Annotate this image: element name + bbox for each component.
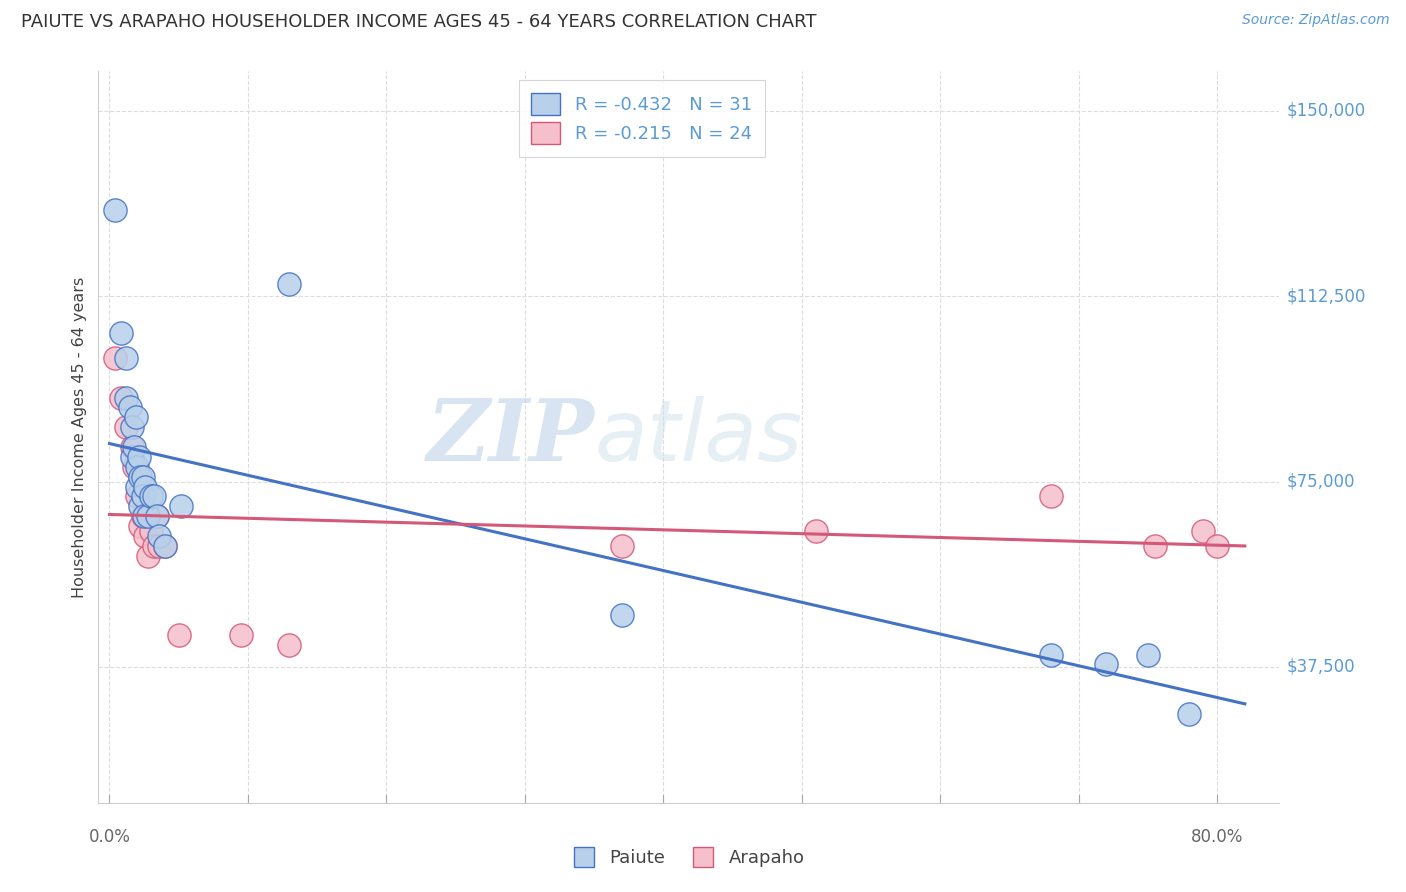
Point: [278, 638, 301, 652]
Point: [1095, 657, 1118, 672]
Point: [804, 524, 827, 538]
Point: [139, 524, 162, 538]
Point: [132, 509, 155, 524]
Point: [1192, 524, 1215, 538]
Point: [121, 450, 143, 464]
Point: [124, 440, 146, 454]
Point: [125, 410, 148, 425]
Point: [104, 202, 127, 217]
Point: [136, 549, 159, 563]
Text: $150,000: $150,000: [1286, 102, 1365, 120]
Point: [278, 277, 301, 291]
Text: 0.0%: 0.0%: [89, 828, 131, 846]
Text: $112,500: $112,500: [1286, 287, 1365, 305]
Point: [129, 519, 152, 533]
Point: [134, 479, 156, 493]
Point: [1136, 648, 1159, 662]
Legend: Paiute, Arapaho: Paiute, Arapaho: [567, 842, 811, 874]
Point: [127, 479, 149, 493]
Text: 80.0%: 80.0%: [1191, 828, 1243, 846]
Point: [153, 539, 176, 553]
Point: [115, 351, 138, 365]
Point: [153, 539, 176, 553]
Y-axis label: Householder Income Ages 45 - 64 years: Householder Income Ages 45 - 64 years: [72, 277, 87, 598]
Point: [1143, 539, 1166, 553]
Text: $75,000: $75,000: [1286, 473, 1355, 491]
Point: [139, 489, 162, 503]
Point: [127, 459, 149, 474]
Point: [1178, 706, 1201, 721]
Point: [110, 326, 132, 341]
Point: [610, 539, 633, 553]
Point: [134, 529, 156, 543]
Point: [127, 489, 149, 503]
Text: atlas: atlas: [595, 395, 803, 479]
Point: [124, 459, 146, 474]
Text: Source: ZipAtlas.com: Source: ZipAtlas.com: [1241, 13, 1389, 28]
Point: [121, 440, 143, 454]
Point: [1040, 489, 1063, 503]
Text: $37,500: $37,500: [1286, 658, 1355, 676]
Point: [136, 509, 159, 524]
Point: [1040, 648, 1063, 662]
Point: [148, 529, 170, 543]
Point: [148, 539, 170, 553]
Point: [115, 420, 138, 434]
Text: ZIP: ZIP: [426, 395, 595, 479]
Point: [120, 401, 142, 415]
Point: [229, 628, 252, 642]
Point: [142, 489, 165, 503]
Point: [110, 391, 132, 405]
Point: [115, 391, 138, 405]
Text: PAIUTE VS ARAPAHO HOUSEHOLDER INCOME AGES 45 - 64 YEARS CORRELATION CHART: PAIUTE VS ARAPAHO HOUSEHOLDER INCOME AGE…: [21, 13, 817, 31]
Point: [128, 450, 150, 464]
Point: [142, 539, 165, 553]
Point: [145, 509, 167, 524]
Point: [145, 509, 167, 524]
Point: [132, 489, 155, 503]
Point: [610, 607, 633, 622]
Point: [121, 420, 143, 434]
Point: [167, 628, 190, 642]
Point: [1206, 539, 1229, 553]
Point: [170, 500, 193, 514]
Point: [132, 469, 155, 483]
Point: [129, 469, 152, 483]
Point: [132, 509, 155, 524]
Point: [104, 351, 127, 365]
Point: [129, 500, 152, 514]
